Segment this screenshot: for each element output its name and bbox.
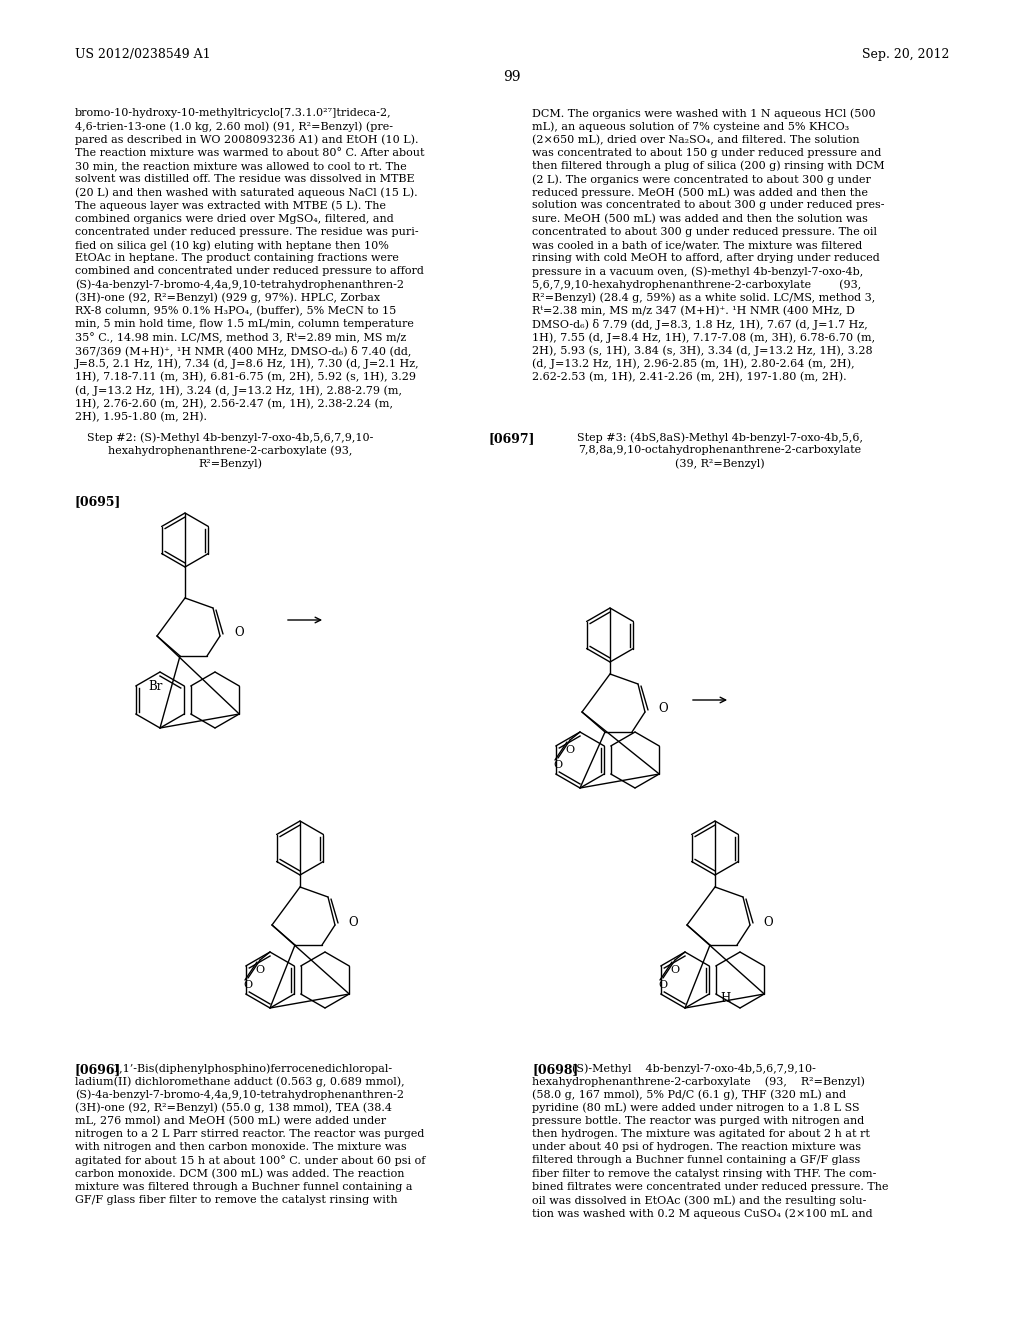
Text: agitated for about 15 h at about 100° C. under about 60 psi of: agitated for about 15 h at about 100° C.… [75, 1155, 425, 1167]
Text: GF/F glass fiber filter to remove the catalyst rinsing with: GF/F glass fiber filter to remove the ca… [75, 1195, 397, 1205]
Text: 2.62-2.53 (m, 1H), 2.41-2.26 (m, 2H), 197-1.80 (m, 2H).: 2.62-2.53 (m, 1H), 2.41-2.26 (m, 2H), 19… [532, 372, 847, 383]
Text: hexahydrophenanthrene-2-carboxylate    (93,    R²=Benzyl): hexahydrophenanthrene-2-carboxylate (93,… [532, 1076, 865, 1086]
Text: mixture was filtered through a Buchner funnel containing a: mixture was filtered through a Buchner f… [75, 1181, 413, 1192]
Text: O: O [553, 760, 562, 770]
Text: fiber filter to remove the catalyst rinsing with THF. The com-: fiber filter to remove the catalyst rins… [532, 1168, 877, 1179]
Text: J=8.5, 2.1 Hz, 1H), 7.34 (d, J=8.6 Hz, 1H), 7.30 (d, J=2.1 Hz,: J=8.5, 2.1 Hz, 1H), 7.34 (d, J=8.6 Hz, 1… [75, 359, 420, 370]
Text: EtOAc in heptane. The product containing fractions were: EtOAc in heptane. The product containing… [75, 253, 399, 263]
Text: 367/369 (M+H)⁺, ¹H NMR (400 MHz, DMSO-d₆) δ 7.40 (dd,: 367/369 (M+H)⁺, ¹H NMR (400 MHz, DMSO-d₆… [75, 346, 412, 356]
Text: O: O [658, 979, 667, 990]
Text: carbon monoxide. DCM (300 mL) was added. The reaction: carbon monoxide. DCM (300 mL) was added.… [75, 1168, 404, 1179]
Text: O: O [243, 979, 252, 990]
Text: DMSO-d₆) δ 7.79 (dd, J=8.3, 1.8 Hz, 1H), 7.67 (d, J=1.7 Hz,: DMSO-d₆) δ 7.79 (dd, J=8.3, 1.8 Hz, 1H),… [532, 319, 867, 330]
Text: bromo-10-hydroxy-10-methyltricyclo[7.3.1.0²⁷]trideca-2,: bromo-10-hydroxy-10-methyltricyclo[7.3.1… [75, 108, 391, 117]
Text: pressure in a vacuum oven, (S)-methyl 4b-benzyl-7-oxo-4b,: pressure in a vacuum oven, (S)-methyl 4b… [532, 267, 863, 277]
Text: combined organics were dried over MgSO₄, filtered, and: combined organics were dried over MgSO₄,… [75, 214, 394, 223]
Text: 1H), 7.18-7.11 (m, 3H), 6.81-6.75 (m, 2H), 5.92 (s, 1H), 3.29: 1H), 7.18-7.11 (m, 3H), 6.81-6.75 (m, 2H… [75, 372, 416, 383]
Text: concentrated to about 300 g under reduced pressure. The oil: concentrated to about 300 g under reduce… [532, 227, 877, 236]
Text: [0697]: [0697] [488, 432, 535, 445]
Text: 7,8,8a,9,10-octahydrophenanthrene-2-carboxylate: 7,8,8a,9,10-octahydrophenanthrene-2-carb… [579, 445, 861, 455]
Text: 1H), 2.76-2.60 (m, 2H), 2.56-2.47 (m, 1H), 2.38-2.24 (m,: 1H), 2.76-2.60 (m, 2H), 2.56-2.47 (m, 1H… [75, 399, 393, 409]
Text: mL), an aqueous solution of 7% cysteine and 5% KHCO₃: mL), an aqueous solution of 7% cysteine … [532, 121, 849, 132]
Text: sure. MeOH (500 mL) was added and then the solution was: sure. MeOH (500 mL) was added and then t… [532, 214, 868, 224]
Text: H: H [721, 993, 731, 1006]
Text: R²=Benzyl) (28.4 g, 59%) as a white solid. LC/MS, method 3,: R²=Benzyl) (28.4 g, 59%) as a white soli… [532, 293, 876, 304]
Text: then hydrogen. The mixture was agitated for about 2 h at rt: then hydrogen. The mixture was agitated … [532, 1129, 869, 1139]
Text: bined filtrates were concentrated under reduced pressure. The: bined filtrates were concentrated under … [532, 1181, 889, 1192]
Text: (58.0 g, 167 mmol), 5% Pd/C (6.1 g), THF (320 mL) and: (58.0 g, 167 mmol), 5% Pd/C (6.1 g), THF… [532, 1089, 846, 1100]
Text: pressure bottle. The reactor was purged with nitrogen and: pressure bottle. The reactor was purged … [532, 1115, 864, 1126]
Text: hexahydrophenanthrene-2-carboxylate (93,: hexahydrophenanthrene-2-carboxylate (93, [108, 445, 352, 455]
Text: 30 min, the reaction mixture was allowed to cool to rt. The: 30 min, the reaction mixture was allowed… [75, 161, 407, 170]
Text: O: O [234, 627, 244, 639]
Text: (S)-Methyl    4b-benzyl-7-oxo-4b,5,6,7,9,10-: (S)-Methyl 4b-benzyl-7-oxo-4b,5,6,7,9,10… [572, 1063, 816, 1073]
Text: fied on silica gel (10 kg) eluting with heptane then 10%: fied on silica gel (10 kg) eluting with … [75, 240, 389, 251]
Text: O: O [670, 965, 679, 975]
Text: min, 5 min hold time, flow 1.5 mL/min, column temperature: min, 5 min hold time, flow 1.5 mL/min, c… [75, 319, 414, 329]
Text: Rᵗ=2.38 min, MS m/z 347 (M+H)⁺. ¹H NMR (400 MHz, D: Rᵗ=2.38 min, MS m/z 347 (M+H)⁺. ¹H NMR (… [532, 306, 855, 317]
Text: under about 40 psi of hydrogen. The reaction mixture was: under about 40 psi of hydrogen. The reac… [532, 1142, 861, 1152]
Text: 99: 99 [503, 70, 521, 84]
Text: 4,6-trien-13-one (1.0 kg, 2.60 mol) (91, R²=Benzyl) (pre-: 4,6-trien-13-one (1.0 kg, 2.60 mol) (91,… [75, 121, 393, 132]
Text: Step #3: (4bS,8aS)-Methyl 4b-benzyl-7-oxo-4b,5,6,: Step #3: (4bS,8aS)-Methyl 4b-benzyl-7-ox… [577, 432, 863, 442]
Text: was concentrated to about 150 g under reduced pressure and: was concentrated to about 150 g under re… [532, 148, 882, 157]
Text: then filtered through a plug of silica (200 g) rinsing with DCM: then filtered through a plug of silica (… [532, 161, 885, 172]
Text: (3H)-one (92, R²=Benzyl) (55.0 g, 138 mmol), TEA (38.4: (3H)-one (92, R²=Benzyl) (55.0 g, 138 mm… [75, 1102, 392, 1113]
Text: tion was washed with 0.2 M aqueous CuSO₄ (2×100 mL and: tion was washed with 0.2 M aqueous CuSO₄… [532, 1208, 872, 1218]
Text: Br: Br [147, 681, 162, 693]
Text: 5,6,7,9,10-hexahydrophenanthrene-2-carboxylate        (93,: 5,6,7,9,10-hexahydrophenanthrene-2-carbo… [532, 280, 861, 290]
Text: (39, R²=Benzyl): (39, R²=Benzyl) [675, 458, 765, 469]
Text: was cooled in a bath of ice/water. The mixture was filtered: was cooled in a bath of ice/water. The m… [532, 240, 862, 249]
Text: reduced pressure. MeOH (500 mL) was added and then the: reduced pressure. MeOH (500 mL) was adde… [532, 187, 868, 198]
Text: (d, J=13.2 Hz, 1H), 2.96-2.85 (m, 1H), 2.80-2.64 (m, 2H),: (d, J=13.2 Hz, 1H), 2.96-2.85 (m, 1H), 2… [532, 359, 855, 370]
Text: O: O [658, 702, 668, 715]
Text: concentrated under reduced pressure. The residue was puri-: concentrated under reduced pressure. The… [75, 227, 419, 236]
Text: combined and concentrated under reduced pressure to afford: combined and concentrated under reduced … [75, 267, 424, 276]
Text: 1,1’-Bis(diphenylphosphino)ferrocenedichloropal-: 1,1’-Bis(diphenylphosphino)ferrocenedich… [113, 1063, 393, 1073]
Text: 2H), 5.93 (s, 1H), 3.84 (s, 3H), 3.34 (d, J=13.2 Hz, 1H), 3.28: 2H), 5.93 (s, 1H), 3.84 (s, 3H), 3.34 (d… [532, 346, 872, 356]
Text: mL, 276 mmol) and MeOH (500 mL) were added under: mL, 276 mmol) and MeOH (500 mL) were add… [75, 1115, 386, 1126]
Text: The reaction mixture was warmed to about 80° C. After about: The reaction mixture was warmed to about… [75, 148, 425, 157]
Text: [0698]: [0698] [532, 1063, 579, 1076]
Text: solution was concentrated to about 300 g under reduced pres-: solution was concentrated to about 300 g… [532, 201, 885, 210]
Text: DCM. The organics were washed with 1 N aqueous HCl (500: DCM. The organics were washed with 1 N a… [532, 108, 876, 119]
Text: pyridine (80 mL) were added under nitrogen to a 1.8 L SS: pyridine (80 mL) were added under nitrog… [532, 1102, 859, 1113]
Text: 1H), 7.55 (d, J=8.4 Hz, 1H), 7.17-7.08 (m, 3H), 6.78-6.70 (m,: 1H), 7.55 (d, J=8.4 Hz, 1H), 7.17-7.08 (… [532, 333, 876, 343]
Text: Sep. 20, 2012: Sep. 20, 2012 [861, 48, 949, 61]
Text: (S)-4a-benzyl-7-bromo-4,4a,9,10-tetrahydrophenanthren-2: (S)-4a-benzyl-7-bromo-4,4a,9,10-tetrahyd… [75, 1089, 404, 1100]
Text: O: O [255, 965, 264, 975]
Text: Step #2: (S)-Methyl 4b-benzyl-7-oxo-4b,5,6,7,9,10-: Step #2: (S)-Methyl 4b-benzyl-7-oxo-4b,5… [87, 432, 373, 442]
Text: filtered through a Buchner funnel containing a GF/F glass: filtered through a Buchner funnel contai… [532, 1155, 860, 1166]
Text: O: O [565, 744, 574, 755]
Text: with nitrogen and then carbon monoxide. The mixture was: with nitrogen and then carbon monoxide. … [75, 1142, 407, 1152]
Text: (S)-4a-benzyl-7-bromo-4,4a,9,10-tetrahydrophenanthren-2: (S)-4a-benzyl-7-bromo-4,4a,9,10-tetrahyd… [75, 280, 404, 290]
Text: RX-8 column, 95% 0.1% H₃PO₄, (buffer), 5% MeCN to 15: RX-8 column, 95% 0.1% H₃PO₄, (buffer), 5… [75, 306, 396, 317]
Text: The aqueous layer was extracted with MTBE (5 L). The: The aqueous layer was extracted with MTB… [75, 201, 386, 211]
Text: O: O [348, 916, 357, 928]
Text: solvent was distilled off. The residue was dissolved in MTBE: solvent was distilled off. The residue w… [75, 174, 415, 183]
Text: oil was dissolved in EtOAc (300 mL) and the resulting solu-: oil was dissolved in EtOAc (300 mL) and … [532, 1195, 866, 1205]
Text: [0695]: [0695] [75, 495, 122, 508]
Text: R²=Benzyl): R²=Benzyl) [198, 458, 262, 469]
Text: US 2012/0238549 A1: US 2012/0238549 A1 [75, 48, 211, 61]
Text: 35° C., 14.98 min. LC/MS, method 3, Rᵗ=2.89 min, MS m/z: 35° C., 14.98 min. LC/MS, method 3, Rᵗ=2… [75, 333, 407, 343]
Text: (2 L). The organics were concentrated to about 300 g under: (2 L). The organics were concentrated to… [532, 174, 870, 185]
Text: [0696]: [0696] [75, 1063, 122, 1076]
Text: ladium(II) dichloromethane adduct (0.563 g, 0.689 mmol),: ladium(II) dichloromethane adduct (0.563… [75, 1076, 404, 1086]
Text: (20 L) and then washed with saturated aqueous NaCl (15 L).: (20 L) and then washed with saturated aq… [75, 187, 418, 198]
Text: pared as described in WO 2008093236 A1) and EtOH (10 L).: pared as described in WO 2008093236 A1) … [75, 135, 419, 145]
Text: (2×650 mL), dried over Na₂SO₄, and filtered. The solution: (2×650 mL), dried over Na₂SO₄, and filte… [532, 135, 859, 145]
Text: (d, J=13.2 Hz, 1H), 3.24 (d, J=13.2 Hz, 1H), 2.88-2.79 (m,: (d, J=13.2 Hz, 1H), 3.24 (d, J=13.2 Hz, … [75, 385, 402, 396]
Text: O: O [763, 916, 773, 928]
Text: (3H)-one (92, R²=Benzyl) (929 g, 97%). HPLC, Zorbax: (3H)-one (92, R²=Benzyl) (929 g, 97%). H… [75, 293, 380, 304]
Text: rinsing with cold MeOH to afford, after drying under reduced: rinsing with cold MeOH to afford, after … [532, 253, 880, 263]
Text: 2H), 1.95-1.80 (m, 2H).: 2H), 1.95-1.80 (m, 2H). [75, 412, 207, 422]
Text: nitrogen to a 2 L Parr stirred reactor. The reactor was purged: nitrogen to a 2 L Parr stirred reactor. … [75, 1129, 424, 1139]
